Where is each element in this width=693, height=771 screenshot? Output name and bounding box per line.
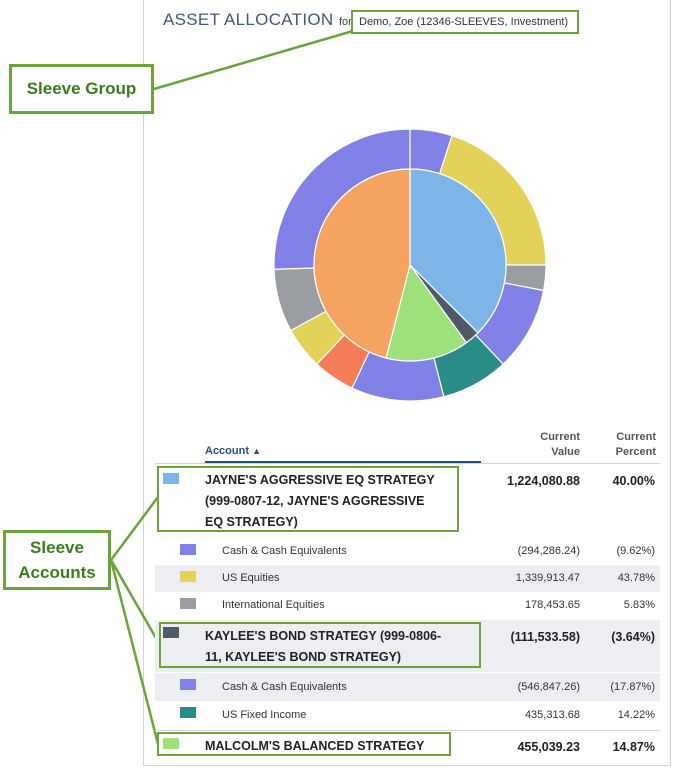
column-header-current-value[interactable]: Current Value [520,430,580,460]
column-header-account-label: Account [205,445,249,457]
sleeve-row-malcolm[interactable]: MALCOLM'S BALANCED STRATEGY 455,039.23 1… [155,730,660,765]
holding-name: US Fixed Income [222,709,307,721]
sleeve-name: MALCOLM'S BALANCED STRATEGY [205,736,424,757]
callout-sleeve-accounts: Sleeve Accounts [3,530,111,590]
sleeve-current-percent: (3.64%) [611,630,655,644]
holding-value: (294,286.24) [517,545,580,557]
holding-name: US Equities [222,572,280,584]
sleeve-color-swatch [163,738,179,749]
holding-name: Cash & Cash Equivalents [222,681,347,693]
sleeve-name-line1: JAYNE'S AGGRESSIVE EQ STRATEGY [205,473,435,487]
holding-percent: 43.78% [617,572,655,584]
holding-color-swatch [180,544,196,555]
sleeve-color-swatch [163,627,179,638]
holding-name: International Equities [222,599,325,611]
header-divider [155,463,660,464]
sleeve-highlight-box [159,622,481,668]
holding-percent: 5.83% [623,599,655,611]
sleeve-name-line2: (999-0807-12, JAYNE'S AGGRESSIVE [205,494,425,508]
sleeve-current-percent: 14.87% [612,740,655,754]
sleeve-name-line1: KAYLEE'S BOND STRATEGY (999-0806- [205,629,442,643]
sleeve-current-value: (111,533.58) [510,630,580,644]
for-label: for [339,16,352,28]
sleeve-highlight-box [157,732,451,756]
holding-percent: (9.62%) [616,545,655,557]
holding-value: 178,453.65 [524,599,580,611]
column-header-account[interactable]: Account ▲ [205,445,261,457]
holding-name: Cash & Cash Equivalents [222,545,347,557]
inner-ring-slice-2[interactable] [385,263,468,362]
holding-row[interactable]: Cash & Cash Equivalents (294,286.24) (9.… [155,538,660,565]
sleeve-current-percent: 40.00% [612,474,655,488]
column-header-current-percent-line1: Current [616,431,656,443]
callout-sleeve-accounts-line1: Sleeve [30,538,84,557]
sleeve-highlight-box [157,466,459,532]
holding-percent: 14.22% [617,709,655,721]
account-sort-underline [205,461,481,463]
holding-color-swatch [180,707,196,718]
holding-value: 435,313.68 [524,709,580,721]
column-header-current-percent-line2: Percent [615,446,656,458]
holding-percent: (17.87%) [610,681,655,693]
holding-row[interactable]: Cash & Cash Equivalents (546,847.26) (17… [155,673,660,701]
sleeve-current-value: 1,224,080.88 [507,474,580,488]
holding-color-swatch [180,571,196,582]
page-title: ASSET ALLOCATION [163,10,334,29]
holding-value: 1,339,913.47 [515,572,580,584]
sleeve-color-swatch [163,473,179,484]
sleeve-current-value: 455,039.23 [517,740,580,754]
inner-ring-slice-3[interactable] [313,168,411,359]
column-header-current-value-line2: Value [551,446,580,458]
holding-row[interactable]: International Equities 178,453.65 5.83% [155,592,660,619]
holding-row[interactable]: US Fixed Income 435,313.68 14.22% [155,701,660,729]
sleeve-name: KAYLEE'S BOND STRATEGY (999-0806- 11, KA… [205,626,441,668]
sleeve-row-kaylee[interactable]: KAYLEE'S BOND STRATEGY (999-0806- 11, KA… [155,620,660,672]
caret-up-icon: ▲ [252,446,261,456]
callout-sleeve-group: Sleeve Group [9,64,154,114]
inner-ring-slice-0[interactable] [409,168,507,334]
holding-color-swatch [180,598,196,609]
sleeve-group-selector[interactable]: Demo, Zoe (12346-SLEEVES, Investment) [351,10,579,34]
holding-row[interactable]: US Equities 1,339,913.47 43.78% [155,565,660,592]
callout-sleeve-accounts-line2: Accounts [18,563,96,582]
sleeve-name-line3: EQ STRATEGY) [205,515,298,529]
sleeve-name: JAYNE'S AGGRESSIVE EQ STRATEGY (999-0807… [205,470,435,533]
column-header-current-value-line1: Current [540,431,580,443]
column-header-current-percent[interactable]: Current Percent [596,430,656,460]
sleeve-group-name: Demo, Zoe (12346-SLEEVES, Investment) [359,16,569,28]
allocation-donut-chart [273,128,547,402]
sleeve-row-jayne[interactable]: JAYNE'S AGGRESSIVE EQ STRATEGY (999-0807… [155,464,660,538]
holding-color-swatch [180,679,196,690]
sleeve-name-line1: MALCOLM'S BALANCED STRATEGY [205,739,425,753]
holding-value: (546,847.26) [517,681,580,693]
sleeve-name-line2: 11, KAYLEE'S BOND STRATEGY) [205,650,402,664]
